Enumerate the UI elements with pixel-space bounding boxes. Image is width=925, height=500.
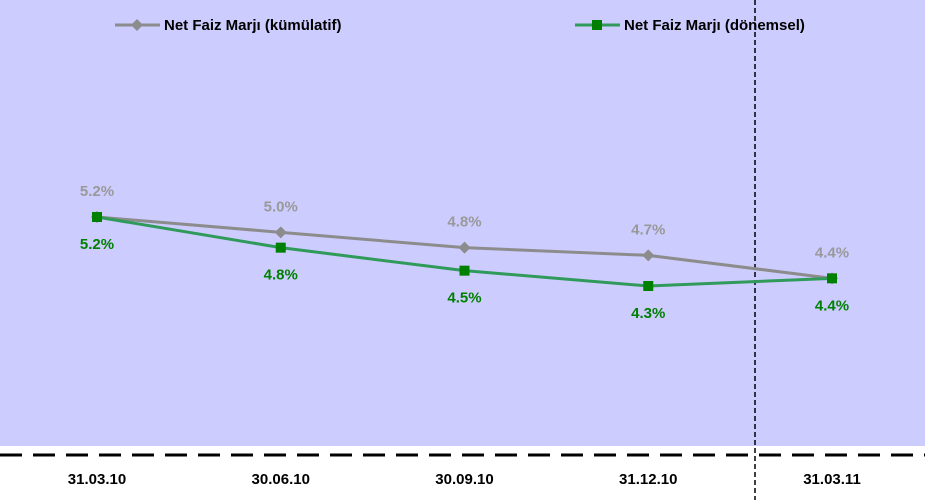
x-tick-label: 31.03.11 [803, 471, 861, 488]
marker [458, 241, 471, 254]
data-label: 4.4% [815, 244, 849, 261]
legend-marker [131, 19, 143, 31]
data-label: 4.8% [447, 214, 481, 231]
data-label: 4.8% [264, 267, 298, 284]
data-label: 4.3% [631, 305, 665, 322]
data-label: 5.2% [80, 183, 114, 200]
data-label: 5.2% [80, 236, 114, 253]
data-label: 4.7% [631, 221, 665, 238]
marker [275, 242, 286, 253]
x-tick-label: 31.12.10 [619, 471, 677, 488]
x-tick-label: 30.09.10 [435, 471, 493, 488]
legend-label: Net Faiz Marjı (dönemsel) [624, 17, 805, 34]
data-label: 4.5% [447, 290, 481, 307]
x-tick-label: 30.06.10 [252, 471, 310, 488]
marker [827, 273, 837, 284]
marker [459, 265, 470, 276]
marker [274, 226, 287, 239]
legend-label: Net Faiz Marjı (kümülatif) [164, 17, 342, 34]
x-tick-label: 31.03.10 [68, 471, 126, 488]
legend-marker [592, 20, 602, 30]
marker [92, 212, 102, 222]
data-label: 5.0% [264, 198, 298, 215]
marker [643, 281, 654, 291]
marker [642, 249, 655, 262]
data-label: 4.4% [815, 297, 849, 314]
